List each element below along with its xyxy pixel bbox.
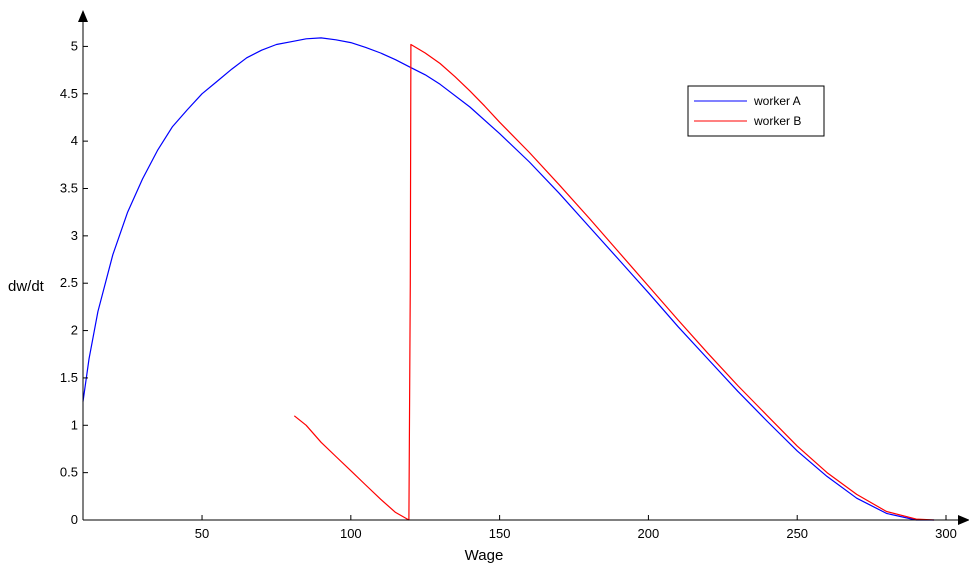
y-tick-label: 0.5 [60, 465, 78, 480]
y-tick-label: 3 [71, 228, 78, 243]
series-lines [82, 37, 935, 521]
y-tick-label: 2 [71, 323, 78, 338]
y-tick-label: 4.5 [60, 86, 78, 101]
legend-label-worker-b: worker B [753, 114, 801, 128]
y-tick-label: 5 [71, 38, 78, 53]
y-tick-label: 1 [71, 417, 78, 432]
legend-label-worker-a: worker A [753, 94, 801, 108]
axes [78, 10, 969, 525]
x-tick-label: 250 [786, 526, 808, 541]
y-tick-label: 0 [71, 512, 78, 527]
axis-ticks: 0 0.5 1 1.5 2 2.5 3 3.5 4 4.5 5 50 100 150 200 250 300 [60, 38, 957, 541]
y-axis-label: dw/dt [8, 278, 45, 295]
x-tick-label: 50 [195, 526, 209, 541]
x-axis-label: Wage [465, 547, 504, 564]
x-axis-arrow [958, 515, 969, 525]
series-line-worker-a [82, 37, 935, 521]
x-tick-label: 300 [935, 526, 957, 541]
series-line-worker-b [293, 43, 935, 521]
y-tick-label: 1.5 [60, 370, 78, 385]
x-tick-label: 100 [340, 526, 362, 541]
y-tick-label: 2.5 [60, 275, 78, 290]
y-tick-label: 3.5 [60, 180, 78, 195]
x-tick-label: 200 [638, 526, 660, 541]
legend-box [687, 85, 825, 137]
x-tick-label: 150 [489, 526, 511, 541]
y-axis-arrow [78, 10, 88, 22]
y-tick-label: 4 [71, 133, 78, 148]
legend: worker A worker B [687, 85, 825, 137]
